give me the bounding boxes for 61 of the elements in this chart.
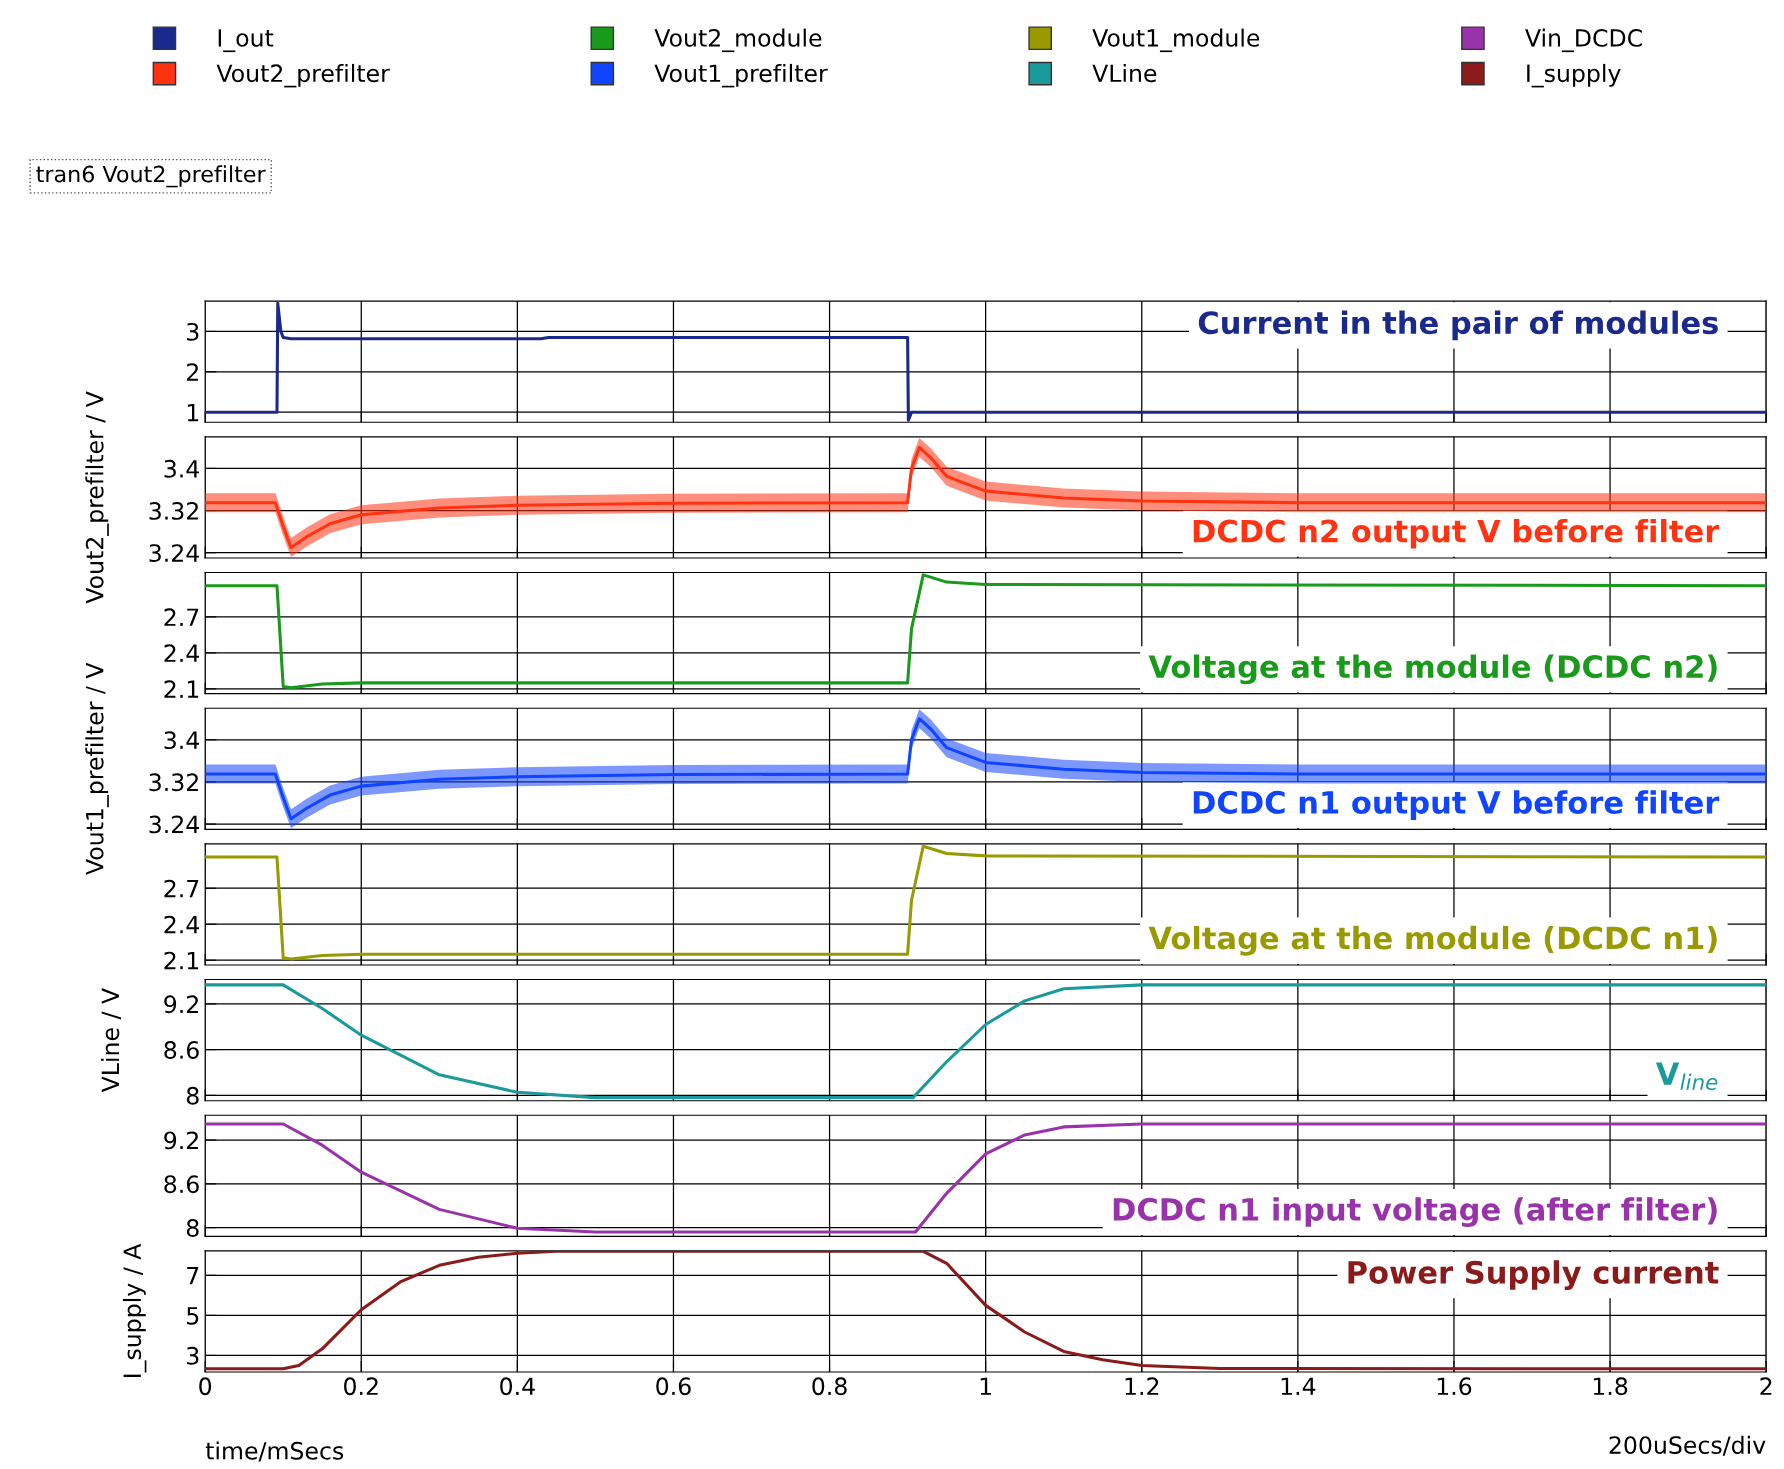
y-tick-label: 3 — [187, 1346, 199, 1365]
x-tick-label: 1.4 — [1281, 1377, 1316, 1395]
x-tick-label: 1 — [980, 1377, 991, 1395]
legend-label: Vout1_prefilter — [654, 63, 828, 88]
line-series — [205, 301, 1767, 422]
line-series — [205, 983, 1767, 1100]
y-tick-label: 2.7 — [164, 608, 199, 626]
text: DCDC n1 input voltage (after filter) — [1113, 1197, 1717, 1228]
y-tick-label: 8.6 — [164, 1175, 199, 1194]
text: DCDC n2 output V before filter — [1193, 518, 1720, 549]
text: V$_{line}$ — [1655, 1062, 1718, 1091]
y-tick-label: 8 — [186, 1086, 199, 1105]
legend-label: Vout2_module — [654, 28, 822, 53]
y-tick-label: 9.2 — [164, 995, 198, 1014]
y-tick-label: 2.4 — [164, 915, 199, 934]
legend-label: I_supply — [1527, 63, 1621, 88]
x-tick-label: 0.4 — [500, 1377, 535, 1396]
y-tick-label: 3.32 — [149, 502, 198, 520]
y-tick-label: 2.4 — [164, 644, 199, 662]
legend-label: Vin_DCDC — [1525, 28, 1642, 53]
x-tick-label: 1.2 — [1125, 1377, 1159, 1395]
y-tick-label: 9.2 — [164, 1131, 198, 1150]
x-tick-label: 2 — [1760, 1377, 1772, 1395]
y-tick-label: 8.6 — [164, 1041, 199, 1059]
legend-label: I_out — [218, 29, 274, 53]
legend-label: Vout1_module — [1092, 28, 1260, 53]
y-tick-label: 3.4 — [164, 731, 199, 750]
y-tick-label: 3.24 — [149, 815, 199, 834]
y-tick-label: 1 — [187, 403, 199, 422]
y-tick-label: 2 — [187, 363, 198, 381]
line-series — [205, 1250, 1767, 1371]
y-axis-title: Vout1_prefilter / V — [85, 662, 109, 875]
y-tick-label: 5 — [187, 1307, 199, 1325]
y-tick-label: 2.7 — [164, 879, 199, 898]
text: tran6 Vout2_prefilter — [36, 165, 266, 188]
x-axis-title: time/mSecs — [205, 1441, 344, 1462]
chart-title: Power Supply current — [1348, 1260, 1719, 1291]
x-tick-label: 0 — [199, 1377, 212, 1396]
y-tick-label: 8 — [186, 1219, 199, 1237]
text: Voltage at the module (DCDC n2) — [1148, 654, 1717, 685]
y-axis-title: VLine / V — [101, 988, 122, 1093]
y-axis-title: I_supply / A — [122, 1243, 147, 1377]
x-tick-label: 1.8 — [1593, 1377, 1628, 1396]
y-tick-label: 2.1 — [164, 951, 199, 970]
y-tick-label: 3 — [187, 322, 199, 341]
y-tick-label: 2.1 — [164, 680, 199, 698]
text: Voltage at the module (DCDC n1) — [1148, 925, 1717, 956]
x-tick-label: 0.2 — [344, 1377, 378, 1396]
x-tick-label: 0.8 — [812, 1377, 847, 1396]
y-tick-label: 3.4 — [164, 459, 199, 478]
y-tick-label: 7 — [187, 1267, 199, 1285]
x-tick-label: 0.6 — [656, 1377, 691, 1396]
chart-title: Current in the pair of modules — [1198, 310, 1718, 341]
legend-label: Vout2_prefilter — [216, 63, 390, 88]
text: 200uSecs/div — [1609, 1435, 1766, 1456]
y-axis-title: Vout2_prefilter / V — [85, 391, 109, 604]
text: DCDC n1 output V before filter — [1193, 790, 1720, 820]
y-tick-label: 3.32 — [149, 773, 198, 792]
legend-label: VLine — [1092, 63, 1157, 83]
x-tick-label: 1.6 — [1437, 1377, 1472, 1396]
y-tick-label: 3.24 — [149, 544, 199, 563]
